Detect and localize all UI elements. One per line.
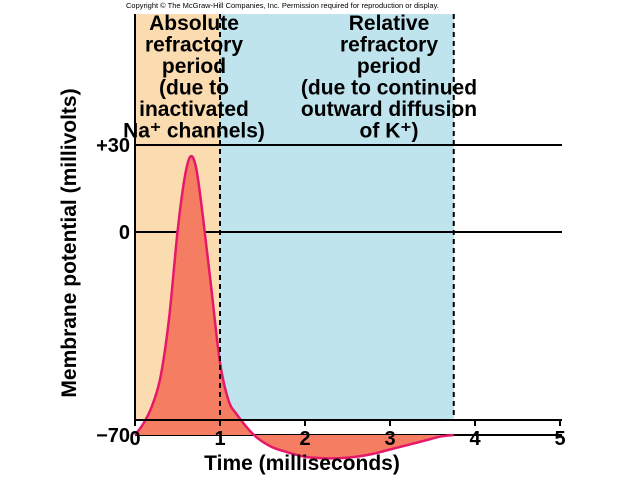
y-axis-ticks: +30 0 −70 bbox=[96, 135, 130, 447]
x-tick-label-1: 1 bbox=[214, 428, 225, 450]
x-tick-label-0: 0 bbox=[129, 428, 140, 450]
relative-label-line-3: period bbox=[357, 55, 421, 78]
relative-label-line-1: Relative bbox=[349, 12, 430, 35]
action-potential-fill bbox=[135, 156, 454, 459]
x-tick-label-5: 5 bbox=[554, 428, 565, 450]
x-tick-label-3: 3 bbox=[384, 428, 395, 450]
x-axis-label: Time (milliseconds) bbox=[204, 452, 400, 475]
y-tick-label-1: +30 bbox=[96, 135, 130, 157]
y-tick-label-3: −70 bbox=[96, 425, 130, 447]
x-axis-ticks: 0 1 2 3 4 5 bbox=[129, 420, 566, 450]
absolute-label-line-5: inactivated bbox=[139, 98, 249, 121]
relative-label-line-2: refractory bbox=[340, 34, 438, 57]
y-tick-label-2: 0 bbox=[119, 222, 130, 244]
relative-label-line-5: outward diffusion bbox=[301, 98, 477, 121]
absolute-label-line-2: refractory bbox=[145, 34, 243, 57]
relative-label-line-4: (due to continued bbox=[301, 77, 477, 100]
x-tick-label-4: 4 bbox=[469, 428, 481, 450]
y-axis-label: Membrane potential (millivolts) bbox=[58, 88, 81, 397]
absolute-label-line-1: Absolute bbox=[149, 12, 239, 35]
copyright-notice: Copyright © The McGraw-Hill Companies, I… bbox=[126, 1, 439, 10]
action-potential-curve bbox=[133, 154, 454, 460]
absolute-label-line-4: (due to bbox=[159, 77, 229, 100]
relative-refractory-region bbox=[220, 14, 454, 420]
absolute-label-line-3: period bbox=[162, 55, 226, 78]
x-tick-label-2: 2 bbox=[299, 428, 310, 450]
absolute-label-line-6: Na⁺ channels) bbox=[123, 120, 265, 143]
relative-label-line-6: of K⁺) bbox=[360, 120, 419, 143]
